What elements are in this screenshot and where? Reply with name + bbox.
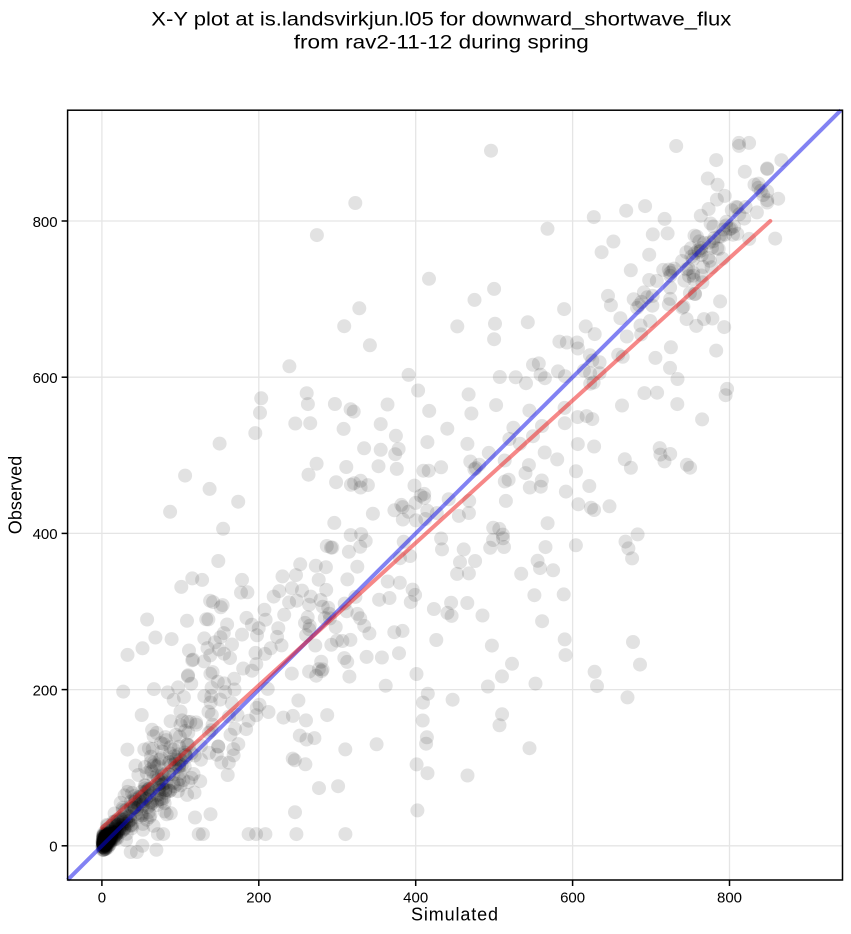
svg-text:0: 0 bbox=[98, 890, 106, 907]
svg-text:800: 800 bbox=[33, 214, 58, 231]
svg-text:200: 200 bbox=[246, 890, 271, 907]
svg-text:X-Y plot at is.landsvirkjun.l0: X-Y plot at is.landsvirkjun.l05 for down… bbox=[151, 8, 731, 30]
svg-text:400: 400 bbox=[403, 890, 428, 907]
svg-text:Simulated: Simulated bbox=[411, 905, 498, 925]
svg-text:600: 600 bbox=[560, 890, 585, 907]
svg-text:Observed: Observed bbox=[6, 456, 26, 535]
svg-text:0: 0 bbox=[49, 839, 57, 856]
svg-text:200: 200 bbox=[33, 682, 58, 699]
svg-text:from rav2-11-12 during spring: from rav2-11-12 during spring bbox=[294, 32, 589, 54]
svg-text:400: 400 bbox=[33, 526, 58, 543]
svg-text:600: 600 bbox=[33, 370, 58, 387]
svg-text:800: 800 bbox=[717, 890, 742, 907]
